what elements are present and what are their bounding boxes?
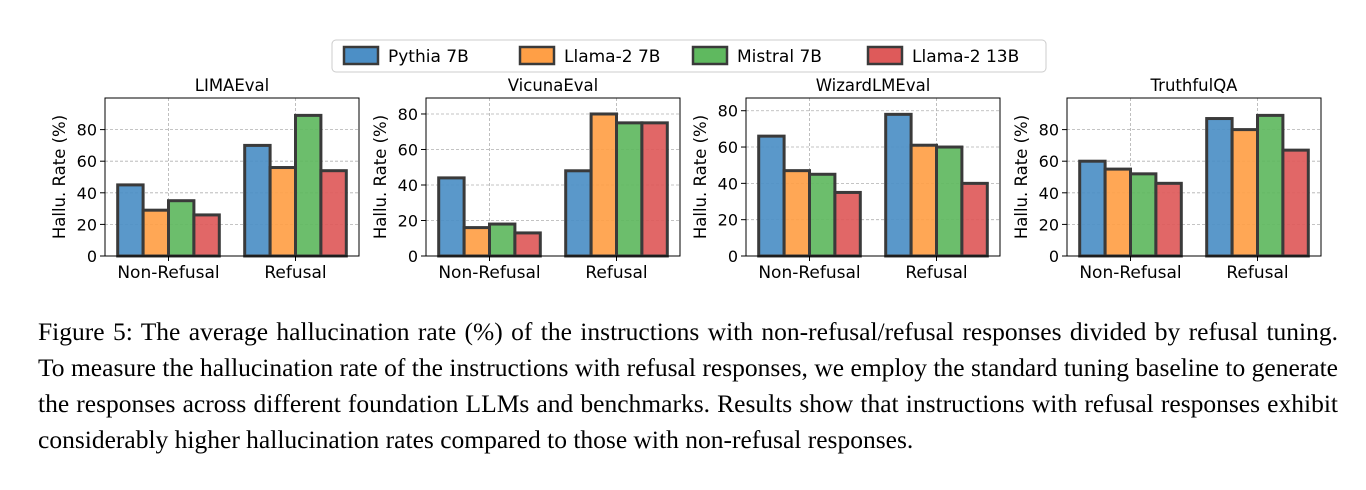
legend-swatch <box>691 45 729 66</box>
figure-caption: Figure 5: The average hallucination rate… <box>38 317 1338 454</box>
legend-swatch <box>342 45 380 66</box>
bar <box>462 226 492 258</box>
y-tick-label: 80 <box>398 105 418 124</box>
y-tick-label: 60 <box>718 138 738 157</box>
bar <box>884 112 913 258</box>
x-tick-label: Refusal <box>264 263 326 283</box>
y-tick-label: 80 <box>1039 121 1059 140</box>
bar <box>782 169 811 258</box>
legend-swatch <box>866 45 904 66</box>
y-tick-label: 20 <box>718 211 738 230</box>
x-tick-label: Non-Refusal <box>438 263 540 283</box>
y-tick-label: 60 <box>398 140 418 159</box>
chart-title: WizardLMEval <box>816 76 931 95</box>
bar <box>833 190 862 258</box>
bar <box>141 208 171 258</box>
legend: Pythia 7B Llama-2 7B Mistral 7B Llama-2 13B <box>331 39 1047 73</box>
bar <box>1103 167 1132 258</box>
y-tick-label: 0 <box>87 247 97 266</box>
x-tick-label: Refusal <box>585 263 647 283</box>
y-tick-label: 0 <box>408 247 418 266</box>
x-tick-label: Non-Refusal <box>1079 263 1181 283</box>
legend-label: Llama-2 13B <box>912 47 1019 67</box>
y-tick-label: 20 <box>77 215 97 234</box>
bar <box>488 222 517 258</box>
chart-panel: 0 20 40 60 80 Non-Refusal Refusal WizardLMEval H… <box>691 76 1001 283</box>
y-tick-label: 20 <box>1039 215 1059 234</box>
y-axis-label: Hallu. Rate (%) <box>371 115 390 239</box>
bar <box>564 169 593 258</box>
chart-panels: 0 20 40 60 80 Non-Refusal Refusal LIMAEval Hallu… <box>50 76 1322 283</box>
x-tick-label: Refusal <box>1226 263 1288 283</box>
bar <box>192 213 221 258</box>
bar <box>437 176 466 258</box>
bar <box>294 113 323 258</box>
legend-label: Llama-2 7B <box>564 47 660 67</box>
x-tick-label: Non-Refusal <box>117 263 219 283</box>
plot-frame <box>104 97 360 257</box>
bar <box>935 145 964 258</box>
y-tick-label: 40 <box>718 174 738 193</box>
y-tick-label: 60 <box>1039 152 1059 171</box>
figure-5-charts: Pythia 7B Llama-2 7B Mistral 7B Llama-2 13B… <box>50 39 1322 283</box>
y-tick-label: 0 <box>1049 247 1059 266</box>
bar <box>640 121 669 258</box>
y-tick-label: 80 <box>77 121 97 140</box>
bar <box>1230 128 1259 258</box>
bar <box>615 121 644 258</box>
y-tick-label: 40 <box>398 176 418 195</box>
bar <box>243 143 272 258</box>
bar <box>268 166 298 258</box>
legend-label: Mistral 7B <box>737 47 822 67</box>
bar <box>167 199 196 258</box>
bar <box>909 143 938 258</box>
y-tick-label: 0 <box>728 247 738 266</box>
bar <box>960 181 989 258</box>
x-tick-label: Refusal <box>905 263 967 283</box>
bar <box>808 172 837 258</box>
chart-title: TruthfulQA <box>1150 76 1239 95</box>
plot-frame <box>425 97 681 257</box>
bar <box>1078 159 1107 258</box>
plot-frame <box>1066 97 1322 257</box>
plot-frame <box>745 97 1001 257</box>
y-axis-label: Hallu. Rate (%) <box>1012 115 1031 239</box>
y-axis-label: Hallu. Rate (%) <box>691 115 710 239</box>
bar <box>589 112 618 258</box>
bar <box>1205 117 1234 258</box>
legend-swatch <box>518 45 556 66</box>
y-axis-label: Hallu. Rate (%) <box>50 115 69 239</box>
legend-label: Pythia 7B <box>388 47 469 67</box>
chart-title: LIMAEval <box>195 76 269 95</box>
bar <box>1129 172 1158 258</box>
y-tick-label: 20 <box>398 211 418 230</box>
y-tick-label: 60 <box>77 152 97 171</box>
bar <box>513 231 542 258</box>
bar <box>116 183 145 258</box>
chart-panel: 0 20 40 60 80 Non-Refusal Refusal LIMAEval Hallu… <box>50 76 360 283</box>
bar <box>757 134 786 258</box>
bar <box>319 169 348 258</box>
bar <box>1256 113 1285 258</box>
x-tick-label: Non-Refusal <box>758 263 860 283</box>
chart-title: VicunaEval <box>508 76 599 95</box>
y-tick-label: 40 <box>77 184 97 203</box>
bar <box>1281 148 1310 258</box>
chart-panel: 0 20 40 60 80 Non-Refusal Refusal VicunaEval Hal… <box>371 76 681 283</box>
y-tick-label: 80 <box>718 102 738 121</box>
chart-panel: 0 20 40 60 80 Non-Refusal Refusal TruthfulQA Hal… <box>1012 76 1322 283</box>
bar <box>1154 181 1183 258</box>
y-tick-label: 40 <box>1039 184 1059 203</box>
